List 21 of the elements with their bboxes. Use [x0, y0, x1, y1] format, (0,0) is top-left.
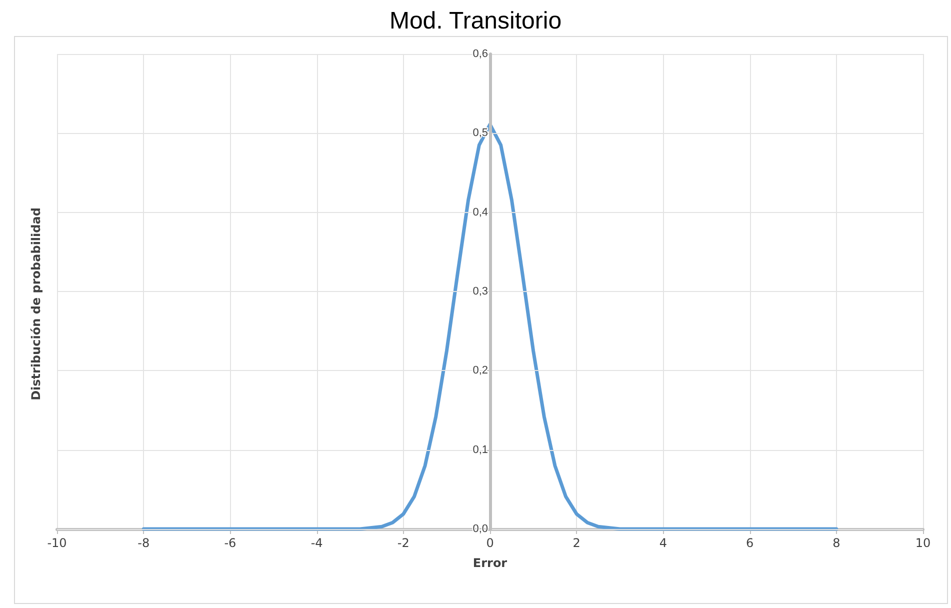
x-tick-label: -10 [47, 536, 67, 550]
x-tick-label: 2 [572, 536, 580, 550]
y-tick-label: 0,1 [472, 444, 488, 456]
x-tick-label: 4 [659, 536, 668, 550]
y-tick-label: 0,4 [472, 206, 488, 218]
chart-title: Mod. Transitorio [389, 8, 562, 34]
y-tick-label: 0,3 [472, 286, 488, 298]
x-tick-label: -6 [224, 536, 236, 550]
y-axis-title: Distribución de probabilidad [29, 208, 43, 400]
x-tick-label: 6 [746, 536, 754, 550]
y-tick-label: 0,6 [472, 48, 488, 60]
x-tick-label: 8 [832, 536, 840, 550]
x-tick-label: -8 [138, 536, 150, 550]
y-tick-label: 0,0 [472, 523, 488, 535]
x-axis-title: Error [472, 556, 508, 570]
y-tick-label: 0,5 [472, 127, 488, 140]
y-tick-label: 0,2 [472, 364, 488, 377]
x-tick-label: -2 [397, 536, 410, 550]
x-tick-label: 10 [915, 536, 931, 550]
x-tick-label: 0 [486, 536, 494, 550]
x-tick-label: -4 [310, 536, 323, 550]
